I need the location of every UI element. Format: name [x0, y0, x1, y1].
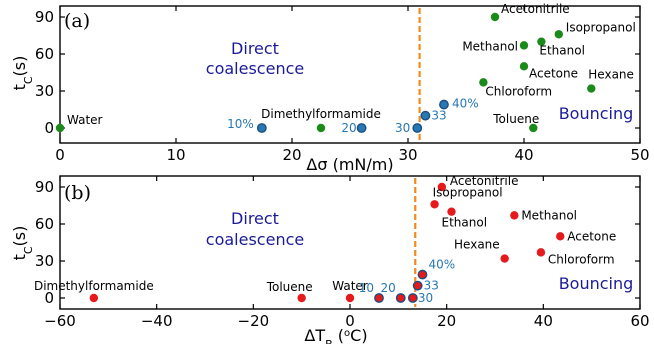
- y-axis-title: tC(s): [10, 56, 35, 91]
- mixture-point: [374, 293, 384, 303]
- point-label: Acetone: [567, 229, 616, 243]
- point-label: Water: [332, 279, 368, 293]
- data-point: [519, 62, 529, 71]
- data-point: [554, 30, 563, 39]
- mixture-label: 30: [395, 121, 410, 135]
- x-tick-label: 50: [630, 146, 649, 164]
- data-point: [89, 293, 99, 303]
- y-axis-title: tC(s): [10, 226, 35, 261]
- point-label: Acetonitrile: [501, 2, 570, 16]
- y-tick-label: 0: [44, 289, 54, 307]
- point-label: Acetonitrile: [450, 174, 519, 188]
- mixture-point: [420, 110, 431, 121]
- data-point: [437, 182, 447, 192]
- point-label: Isopropanol: [433, 185, 503, 199]
- x-axis-title: ΔTB (oC): [304, 326, 367, 344]
- data-point: [529, 123, 538, 133]
- point-label: Methanol: [462, 39, 518, 53]
- x-tick-label: −20: [238, 312, 270, 330]
- data-point: [510, 211, 519, 220]
- x-tick-label: 20: [282, 146, 301, 164]
- mixture-label: 20: [380, 281, 395, 295]
- x-tick-label: 0: [55, 146, 65, 164]
- mixture-point: [407, 293, 418, 303]
- mixture-label: 40%: [452, 97, 479, 111]
- data-point: [297, 293, 306, 303]
- x-tick-label: −40: [141, 312, 173, 330]
- mixture-point: [356, 123, 367, 133]
- point-label: Water: [67, 113, 103, 127]
- x-tick-label: 30: [398, 146, 417, 164]
- mixture-label: 30: [418, 291, 433, 305]
- region-label-direct: Direct: [231, 209, 279, 228]
- data-point: [537, 37, 546, 46]
- point-label: Dimethylformamide: [261, 107, 381, 121]
- mixture-label: 33: [424, 279, 439, 293]
- point-label: Chloroform: [548, 252, 615, 266]
- mixture-label: 10: [359, 281, 374, 295]
- region-label-coalescence: coalescence: [206, 59, 304, 78]
- data-point: [587, 84, 596, 93]
- mixture-point: [417, 269, 428, 280]
- point-label: Ethanol: [539, 44, 585, 58]
- region-label-bouncing: Bouncing: [559, 274, 634, 293]
- y-tick-label: 30: [35, 252, 54, 270]
- point-label: Ethanol: [442, 216, 488, 230]
- x-tick-label: 60: [630, 312, 649, 330]
- data-point: [447, 207, 456, 216]
- y-tick-label: 90: [35, 8, 54, 26]
- mixture-point: [412, 280, 423, 291]
- data-point: [556, 232, 565, 241]
- region-label-coalescence: coalescence: [206, 230, 304, 249]
- data-point: [500, 254, 509, 263]
- point-label: Acetone: [529, 66, 578, 80]
- data-point: [490, 12, 500, 22]
- x-tick-label: 20: [437, 312, 456, 330]
- data-point: [536, 248, 546, 257]
- point-label: Isopropanol: [566, 20, 636, 34]
- point-label: Dimethylformamide: [34, 279, 154, 293]
- y-tick-label: 60: [35, 215, 54, 233]
- plot-frame: [59, 5, 641, 144]
- data-point: [345, 293, 355, 303]
- data-point: [316, 123, 326, 133]
- x-tick-label: −60: [44, 312, 76, 330]
- mixture-point: [412, 123, 423, 133]
- x-tick-label: 10: [166, 146, 185, 164]
- point-label: Toluene: [492, 112, 539, 126]
- region-label-direct: Direct: [231, 39, 279, 58]
- mixture-point: [256, 123, 267, 133]
- mixture-point: [395, 293, 406, 303]
- data-point: [479, 78, 488, 87]
- y-tick-label: 90: [35, 178, 54, 196]
- mixture-label: 10%: [227, 117, 254, 131]
- x-tick-label: 40: [534, 312, 553, 330]
- y-tick-label: 0: [44, 119, 54, 137]
- data-point: [55, 123, 65, 133]
- point-label: Methanol: [521, 208, 577, 222]
- mixture-label: 20: [341, 121, 356, 135]
- panel-label: (b): [64, 182, 91, 204]
- x-tick-label: 0: [345, 312, 355, 330]
- point-label: Toluene: [266, 280, 313, 294]
- point-label: Hexane: [588, 68, 634, 82]
- mixture-label: 40%: [429, 258, 456, 272]
- point-label: Hexane: [454, 238, 500, 252]
- x-axis-title: Δσ (mN/m): [306, 155, 393, 174]
- x-tick-label: 40: [514, 146, 533, 164]
- panel-label: (a): [64, 10, 90, 32]
- data-point: [519, 41, 529, 50]
- point-label: Chloroform: [485, 84, 552, 98]
- mixture-label: 33: [431, 109, 446, 123]
- data-point: [430, 200, 439, 209]
- y-tick-label: 60: [35, 45, 54, 63]
- mixture-point: [439, 99, 449, 110]
- region-label-bouncing: Bouncing: [559, 104, 634, 123]
- y-tick-label: 30: [35, 82, 54, 100]
